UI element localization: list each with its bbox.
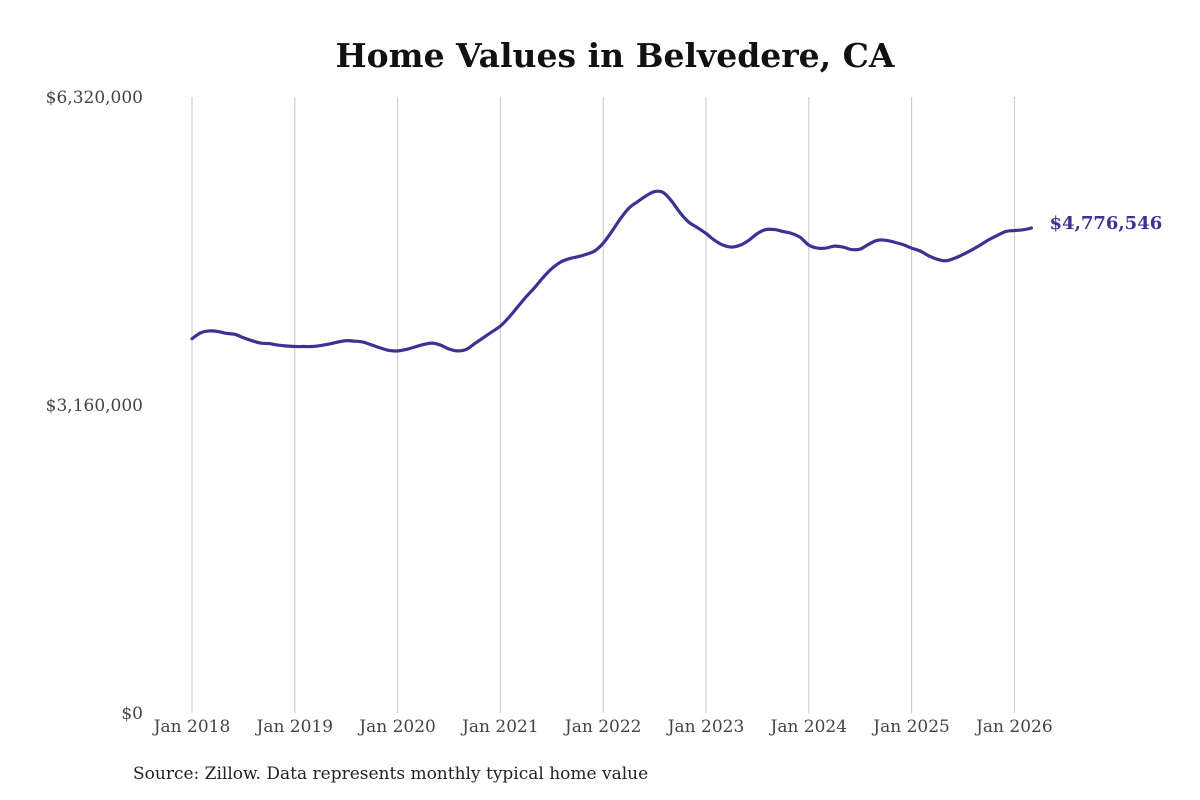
y-tick-label: $3,160,000 <box>46 396 143 416</box>
x-tick-label: Jan 2026 <box>974 717 1053 737</box>
x-tick-label: Jan 2019 <box>255 717 334 737</box>
x-axis-tick-labels: Jan 2018 Jan 2019 Jan 2020 Jan 2021 Jan 2022… <box>152 717 1053 737</box>
x-tick-label: Jan 2021 <box>460 717 539 737</box>
y-tick-label: $0 <box>121 704 143 724</box>
vertical-gridlines <box>191 97 1015 713</box>
x-tick-label: Jan 2020 <box>357 717 436 737</box>
source-note: Source: Zillow. Data represents monthly … <box>133 764 649 784</box>
home-value-line <box>190 189 1034 353</box>
x-tick-label: Jan 2022 <box>563 717 642 737</box>
x-tick-label: Jan 2023 <box>666 717 745 737</box>
y-tick-label: $6,320,000 <box>46 88 143 108</box>
chart-title: Home Values in Belvedere, CA <box>335 36 895 75</box>
x-tick-label: Jan 2018 <box>152 717 231 737</box>
x-tick-label: Jan 2024 <box>769 717 848 737</box>
y-axis-tick-labels: $0 $3,160,000 $6,320,000 <box>46 88 143 724</box>
end-value-label: $4,776,546 <box>1050 213 1163 234</box>
x-tick-label: Jan 2025 <box>871 717 950 737</box>
